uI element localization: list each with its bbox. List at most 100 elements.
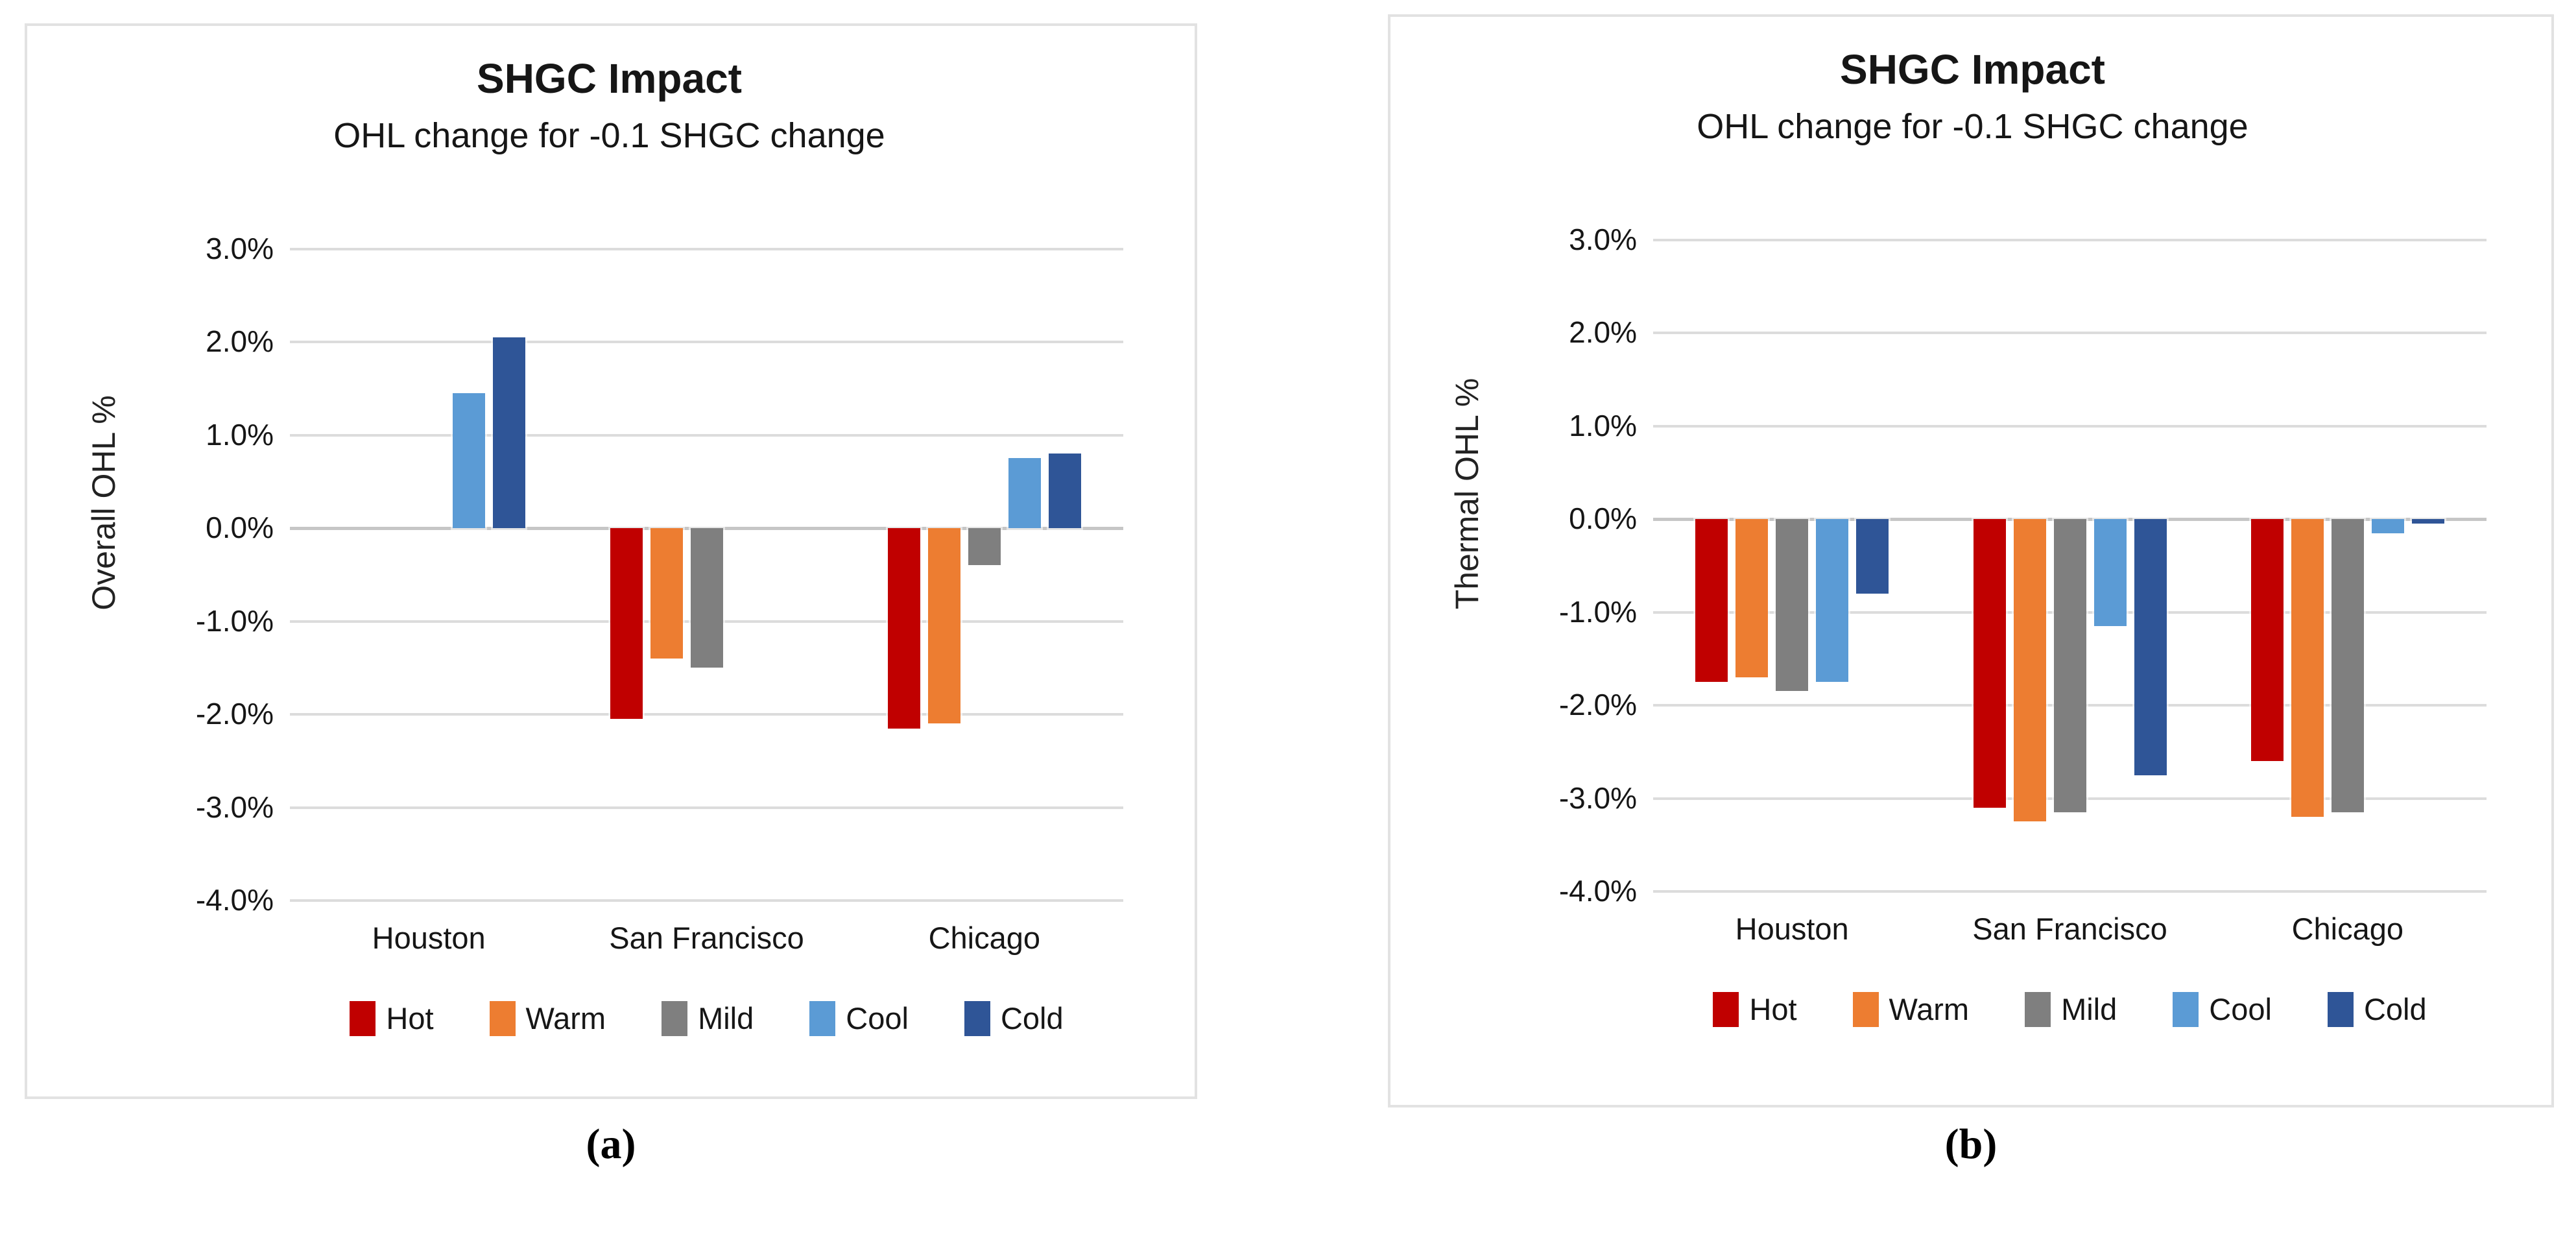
caption-b: (b) xyxy=(1944,1120,1998,1168)
bar-hot-houston xyxy=(1695,519,1728,683)
bar-hot-chicago xyxy=(2250,519,2284,762)
bar-cold-chicago xyxy=(1048,454,1081,528)
bar-mild-houston xyxy=(1776,519,1809,692)
gridline xyxy=(1653,238,2487,241)
x-category-label: San Francisco xyxy=(609,921,804,955)
bar-mild-chicago xyxy=(2331,519,2364,813)
legend-item-mild: Mild xyxy=(2025,991,2117,1027)
bar-mild-chicago xyxy=(968,528,1001,566)
y-tick-label: -4.0% xyxy=(1558,874,1637,908)
bar-mild-san-francisco xyxy=(2053,519,2086,813)
y-tick-label: -2.0% xyxy=(1558,688,1637,721)
bar-cool-chicago xyxy=(1008,458,1041,528)
legend-swatch-mild xyxy=(662,1000,688,1036)
chart-legend: Hot Warm Mild Cool Cold xyxy=(1653,991,2487,1027)
gridline xyxy=(1653,332,2487,334)
chart-subtitle: OHL change for -0.1 SHGC change xyxy=(1697,107,2248,146)
y-tick-label: 2.0% xyxy=(206,324,274,358)
legend-label: Hot xyxy=(386,1001,434,1035)
y-tick-label: 2.0% xyxy=(1569,315,1637,349)
bar-warm-chicago xyxy=(927,528,960,724)
x-category-label: San Francisco xyxy=(1972,912,2167,946)
legend-label: Mild xyxy=(2061,992,2117,1026)
bar-hot-san-francisco xyxy=(610,528,643,720)
gridline xyxy=(290,433,1123,437)
legend-swatch-cool xyxy=(809,1000,836,1036)
y-tick-label: 3.0% xyxy=(206,231,274,265)
legend-item-warm: Warm xyxy=(489,1000,606,1036)
legend-label: Mild xyxy=(698,1001,754,1035)
y-tick-label: -1.0% xyxy=(195,603,274,638)
gridline xyxy=(1653,424,2487,428)
legend-item-warm: Warm xyxy=(1852,991,1970,1027)
bar-mild-san-francisco xyxy=(690,528,723,668)
legend-label: Warm xyxy=(525,1001,606,1035)
y-tick-label: 0.0% xyxy=(1569,502,1637,535)
chart-title: SHGC Impact xyxy=(1840,46,2105,93)
legend-label: Cold xyxy=(1000,1001,1064,1035)
y-tick-label: -2.0% xyxy=(195,697,274,731)
gridline xyxy=(290,806,1123,809)
legend-swatch-warm xyxy=(489,1000,516,1036)
y-axis-title: Thermal OHL % xyxy=(1449,378,1485,610)
chart-legend: Hot Warm Mild Cool Cold xyxy=(290,1000,1123,1036)
legend-item-hot: Hot xyxy=(1713,991,1797,1027)
bar-warm-san-francisco xyxy=(2013,519,2046,822)
x-category-label: Chicago xyxy=(2291,912,2404,946)
chart-panel-a: SHGC Impact OHL change for -0.1 SHGC cha… xyxy=(25,23,1197,1099)
chart-panel-b: SHGC Impact OHL change for -0.1 SHGC cha… xyxy=(1388,14,2554,1107)
x-category-label: Houston xyxy=(1735,912,1849,946)
caption-a: (a) xyxy=(586,1120,636,1168)
x-category-label: Chicago xyxy=(928,921,1041,955)
legend-label: Hot xyxy=(1749,992,1797,1026)
legend-swatch-warm xyxy=(1852,991,1879,1027)
legend-item-hot: Hot xyxy=(350,1000,434,1036)
y-tick-label: 1.0% xyxy=(1569,408,1637,442)
y-axis-title: Overall OHL % xyxy=(86,395,122,611)
bar-warm-san-francisco xyxy=(650,528,683,659)
bar-hot-chicago xyxy=(887,528,920,729)
y-tick-label: -3.0% xyxy=(195,790,274,824)
chart-title: SHGC Impact xyxy=(477,55,742,102)
bar-cold-chicago xyxy=(2411,519,2444,524)
y-tick-label: 0.0% xyxy=(206,511,274,544)
legend-swatch-hot xyxy=(350,1000,376,1036)
y-tick-label: -4.0% xyxy=(195,883,274,917)
legend-item-mild: Mild xyxy=(662,1000,754,1036)
bar-cold-houston xyxy=(493,337,526,528)
legend-item-cool: Cool xyxy=(2173,991,2272,1027)
legend-item-cool: Cool xyxy=(809,1000,909,1036)
gridline xyxy=(290,247,1123,250)
bar-warm-houston xyxy=(1735,519,1769,677)
legend-label: Cool xyxy=(2209,992,2272,1026)
y-tick-label: -3.0% xyxy=(1558,780,1637,815)
legend-swatch-mild xyxy=(2025,991,2051,1027)
y-tick-label: 1.0% xyxy=(206,417,274,452)
y-tick-label: 3.0% xyxy=(1569,222,1637,256)
legend-swatch-cool xyxy=(2173,991,2199,1027)
bar-cool-houston xyxy=(1816,519,1849,683)
bar-cool-chicago xyxy=(2371,519,2404,533)
gridline xyxy=(1653,890,2487,893)
gridline xyxy=(290,713,1123,716)
legend-swatch-cold xyxy=(964,1000,990,1036)
x-category-label: Houston xyxy=(372,921,486,955)
legend-label: Cold xyxy=(2363,992,2427,1026)
bar-cold-san-francisco xyxy=(2134,519,2167,775)
legend-swatch-hot xyxy=(1713,991,1739,1027)
legend-label: Cool xyxy=(846,1001,909,1035)
y-tick-label: -1.0% xyxy=(1558,594,1637,629)
legend-item-cold: Cold xyxy=(964,1000,1064,1036)
bar-cool-houston xyxy=(453,393,486,528)
bar-cool-san-francisco xyxy=(2093,519,2127,627)
legend-label: Warm xyxy=(1889,992,1970,1026)
bar-cold-houston xyxy=(1856,519,1889,594)
legend-item-cold: Cold xyxy=(2327,991,2427,1027)
gridline xyxy=(290,341,1123,343)
gridline xyxy=(290,899,1123,902)
bar-hot-san-francisco xyxy=(1973,519,2006,808)
bar-warm-chicago xyxy=(2291,519,2324,817)
chart-subtitle: OHL change for -0.1 SHGC change xyxy=(333,116,885,155)
legend-swatch-cold xyxy=(2327,991,2354,1027)
